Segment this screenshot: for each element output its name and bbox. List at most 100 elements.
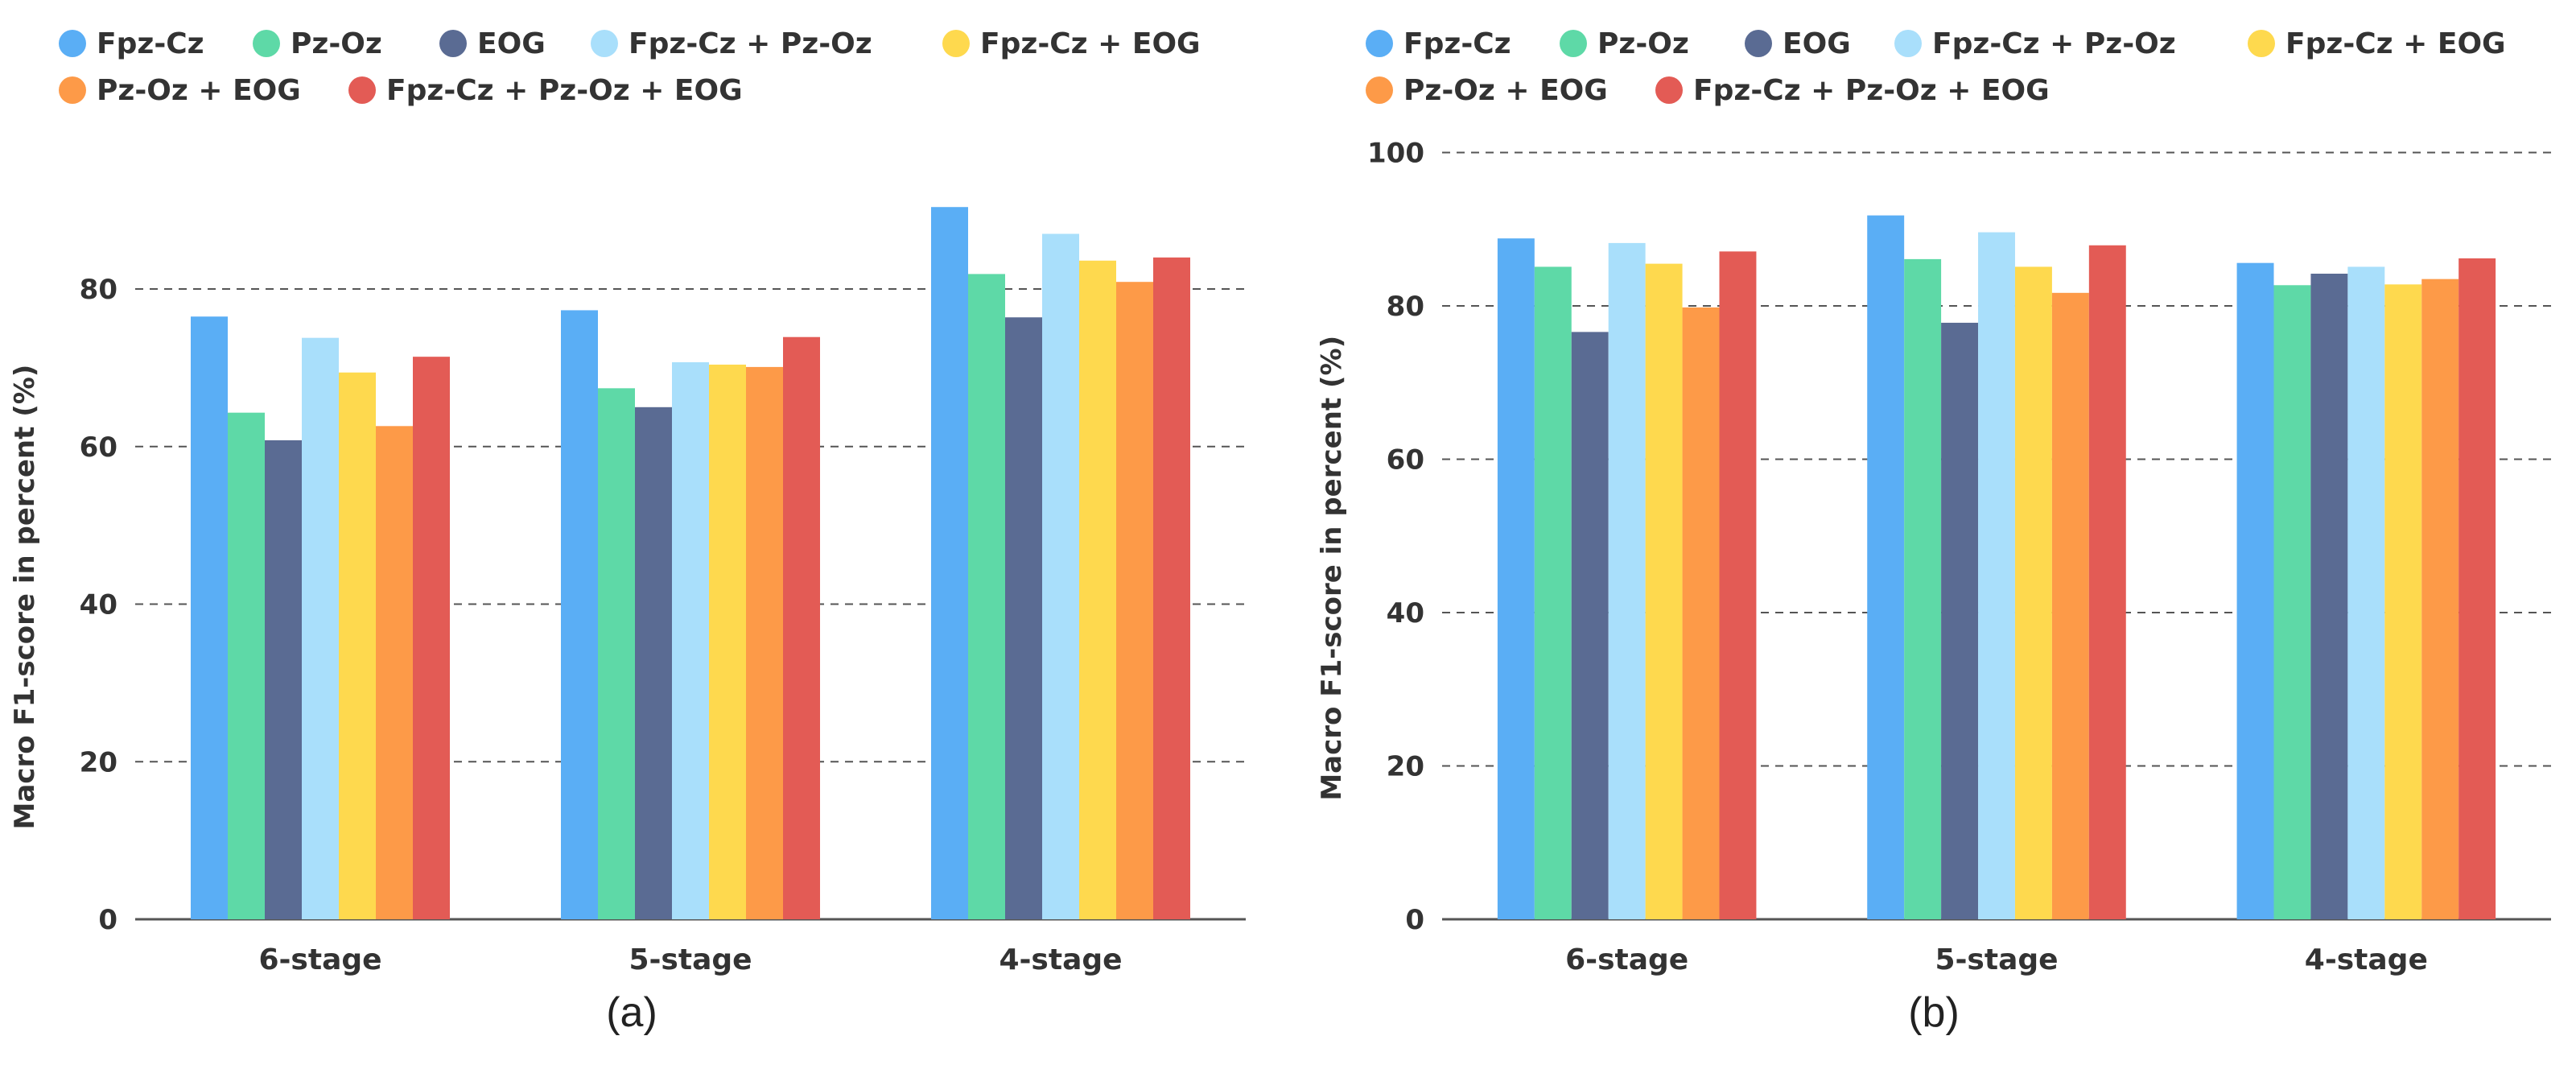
y-tick-label: 100: [1367, 138, 1424, 170]
bar: [265, 440, 302, 919]
bar: [2236, 262, 2274, 919]
bar: [1904, 258, 1942, 920]
bar: [1645, 263, 1683, 919]
bar: [1079, 260, 1116, 919]
bar: [2014, 266, 2052, 919]
y-tick-label: 80: [80, 274, 117, 306]
bar: [1682, 307, 1720, 919]
bar: [968, 274, 1005, 919]
legend-item: Fpz-Cz + EOG: [2248, 27, 2506, 60]
y-tick-label: 60: [1387, 444, 1424, 477]
x-tick-label: 5-stage: [1935, 943, 2058, 976]
legend-swatch: [591, 30, 618, 57]
x-tick-label: 6-stage: [258, 943, 381, 976]
legend-item: Fpz-Cz: [59, 27, 204, 60]
legend-item: Fpz-Cz + EOG: [942, 27, 1201, 60]
legend-swatch: [253, 30, 280, 57]
bar: [1867, 215, 1905, 920]
bar: [376, 426, 413, 919]
bar: [2051, 292, 2089, 919]
bar: [1719, 251, 1757, 919]
legend-item: Fpz-Cz + Pz-Oz + EOG: [1655, 74, 2050, 107]
legend-label: Pz-Oz: [1597, 27, 1689, 60]
bar: [598, 388, 635, 919]
legend-item: Pz-Oz + EOG: [1366, 74, 1608, 107]
bar: [2384, 284, 2422, 920]
legend-swatch: [1655, 76, 1683, 104]
bar: [1941, 322, 1979, 920]
y-tick-label: 0: [1405, 904, 1424, 936]
legend-swatch: [439, 30, 467, 57]
legend-label: Pz-Oz + EOG: [97, 74, 301, 107]
legend-swatch: [942, 30, 970, 57]
legend-label: Fpz-Cz + Pz-Oz + EOG: [1693, 74, 2050, 107]
legend-swatch: [59, 30, 86, 57]
legend-label: Fpz-Cz + EOG: [2285, 27, 2506, 60]
chart-panel-a: Fpz-Cz Pz-Oz EOG Fpz-Cz + Pz-Oz Fpz-Cz + EOG…: [9, 27, 1246, 1036]
bar: [1153, 257, 1190, 920]
bar: [228, 412, 265, 919]
x-tick-label: 5-stage: [629, 943, 752, 976]
legend-swatch: [59, 76, 86, 104]
legend-swatch: [2248, 30, 2275, 57]
legend-label: Pz-Oz: [291, 27, 382, 60]
bar: [1571, 332, 1609, 919]
bar: [339, 372, 376, 919]
y-axis-title: Macro F1-score in percent (%): [9, 365, 41, 830]
legend-item: Fpz-Cz + Pz-Oz: [591, 27, 872, 60]
bar: [2310, 273, 2348, 919]
legend-label: Fpz-Cz + Pz-Oz: [1932, 27, 2176, 60]
bar: [2459, 258, 2496, 919]
legend-label: Pz-Oz + EOG: [1403, 74, 1608, 107]
y-tick-label: 20: [1387, 751, 1424, 783]
bar: [783, 336, 820, 919]
legend-swatch: [1560, 30, 1587, 57]
bar: [2421, 279, 2459, 920]
y-tick-label: 80: [1387, 291, 1424, 323]
bar: [2273, 285, 2311, 920]
legend-item: Fpz-Cz: [1366, 27, 1511, 60]
legend-item: EOG: [439, 27, 546, 60]
bar: [561, 310, 598, 919]
legend-item: Pz-Oz: [1560, 27, 1689, 60]
bar: [1534, 266, 1572, 919]
bar: [1608, 242, 1646, 919]
y-tick-label: 20: [80, 746, 117, 778]
legend-label: EOG: [1783, 27, 1851, 60]
bar: [1116, 282, 1153, 919]
legend-item: EOG: [1745, 27, 1851, 60]
bar: [635, 407, 672, 919]
panel-label: (a): [606, 989, 657, 1036]
bar: [1005, 317, 1042, 919]
bar: [2347, 266, 2385, 919]
bar: [1042, 233, 1079, 919]
bar: [746, 366, 783, 919]
bar: [709, 364, 746, 920]
legend-item: Fpz-Cz + Pz-Oz + EOG: [348, 74, 743, 107]
bar: [1497, 238, 1535, 919]
legend-label: Fpz-Cz + Pz-Oz + EOG: [386, 74, 743, 107]
legend-label: EOG: [477, 27, 546, 60]
legend-label: Fpz-Cz: [97, 27, 204, 60]
bar: [302, 337, 339, 919]
legend-item: Fpz-Cz + Pz-Oz: [1894, 27, 2176, 60]
bar: [672, 362, 709, 919]
legend-label: Fpz-Cz + Pz-Oz: [629, 27, 872, 60]
y-tick-label: 40: [1387, 597, 1424, 629]
legend-item: Pz-Oz + EOG: [59, 74, 301, 107]
legend-swatch: [348, 76, 376, 104]
bar: [2088, 245, 2126, 919]
y-axis-title: Macro F1-score in percent (%): [1316, 336, 1348, 801]
bar: [413, 357, 450, 919]
legend-swatch: [1894, 30, 1922, 57]
panel-label: (b): [1908, 989, 1960, 1036]
legend-swatch: [1366, 30, 1393, 57]
legend-label: Fpz-Cz + EOG: [980, 27, 1201, 60]
x-tick-label: 6-stage: [1565, 943, 1688, 976]
y-tick-label: 40: [80, 589, 117, 621]
x-tick-label: 4-stage: [999, 943, 1122, 976]
chart-panel-b: Fpz-Cz Pz-Oz EOG Fpz-Cz + Pz-Oz Fpz-Cz + EOG…: [1316, 27, 2551, 1036]
bar: [191, 316, 228, 920]
legend-swatch: [1366, 76, 1393, 104]
